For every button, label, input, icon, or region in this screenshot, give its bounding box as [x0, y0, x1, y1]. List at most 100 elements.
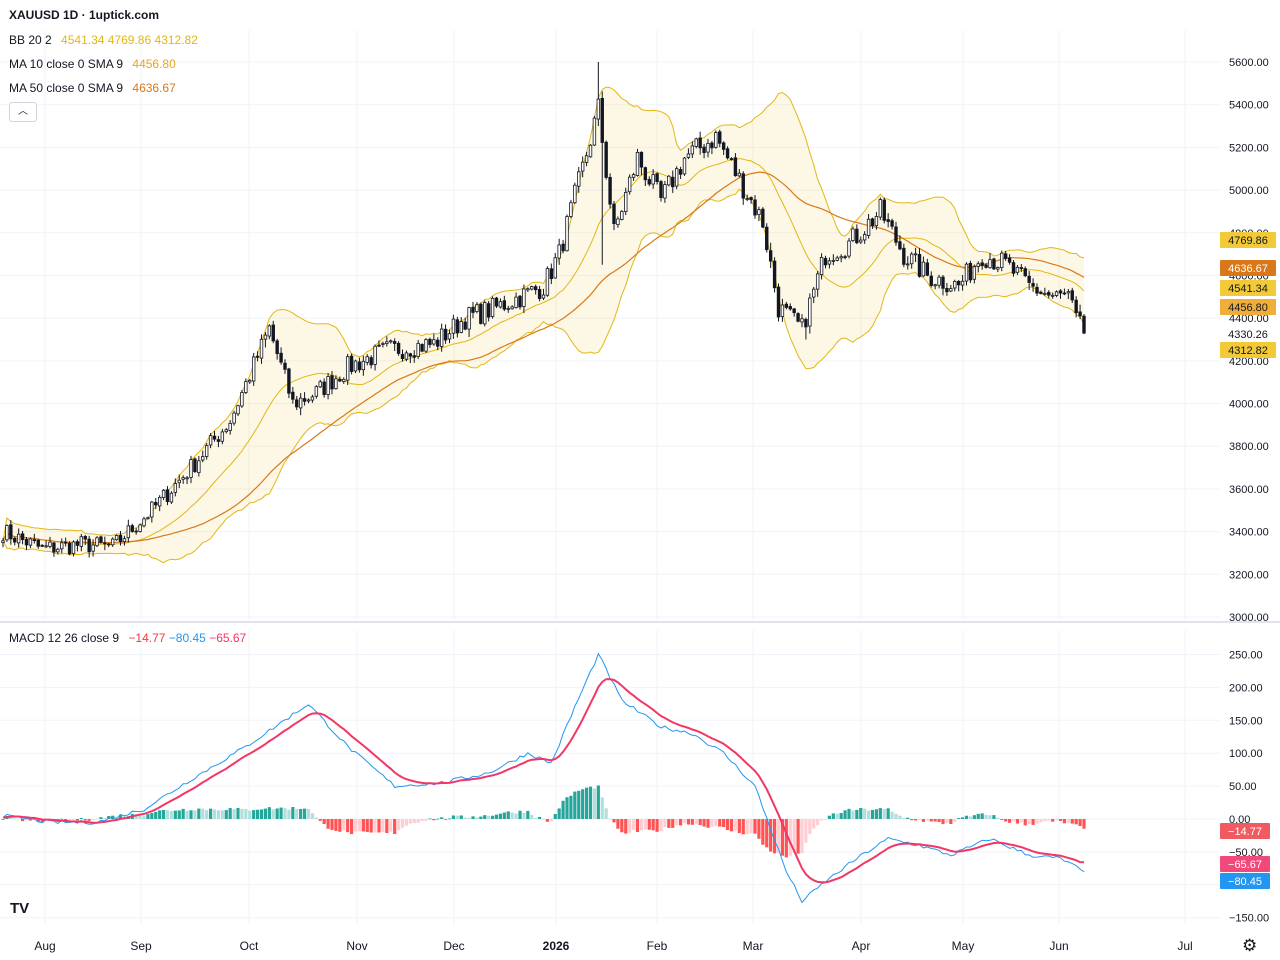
candle-body	[228, 422, 232, 431]
candle-body	[569, 202, 573, 217]
candle-body	[486, 303, 491, 318]
macd-hist-bar	[1019, 819, 1023, 823]
ma50-legend[interactable]: MA 50 close 0 SMA 9 4636.67	[9, 81, 176, 95]
macd-hist-bar	[416, 819, 420, 823]
candle-body	[800, 318, 804, 323]
gear-icon[interactable]: ⚙	[1242, 936, 1258, 955]
macd-hist-bar	[992, 815, 996, 819]
candle-body	[819, 256, 824, 276]
candle-body	[894, 226, 898, 243]
candle-body	[992, 258, 996, 270]
macd-hist-bar	[643, 819, 647, 830]
macd-hist-bar	[181, 808, 185, 819]
macd-hist-bar	[624, 819, 628, 834]
macd-hist-bar	[177, 810, 181, 819]
candle-body	[776, 286, 781, 318]
price-tick-label: 3800.00	[1229, 441, 1269, 453]
macd-legend[interactable]: MACD 12 26 close 9 −14.77 −80.45 −65.67	[9, 631, 246, 645]
price-tag: 4312.82	[1220, 342, 1276, 358]
bb-legend[interactable]: BB 20 2 4541.34 4769.86 4312.82	[9, 33, 198, 47]
macd-hist-bar	[718, 819, 722, 827]
tradingview-logo[interactable]: TV	[10, 900, 30, 917]
price-tag-text: 4456.80	[1228, 302, 1268, 314]
macd-hist-bar	[161, 809, 166, 819]
candle-body	[134, 530, 138, 533]
candle-body	[890, 220, 894, 227]
candle-body	[1058, 290, 1063, 294]
time-tick-label: Sep	[130, 939, 152, 953]
candle-body	[204, 445, 209, 457]
candle-body	[385, 341, 389, 345]
candle-body	[1011, 262, 1016, 274]
ma10-legend-label: MA 10 close 0 SMA 9	[9, 57, 124, 71]
macd-hist-bar	[244, 809, 248, 819]
candle-body	[20, 533, 25, 540]
candle-body	[859, 239, 863, 243]
macd-tag-text: −80.45	[1228, 876, 1262, 888]
ma10-legend[interactable]: MA 10 close 0 SMA 9 4456.80	[9, 57, 176, 71]
candle-body	[436, 339, 440, 347]
candle-body	[937, 276, 941, 286]
candle-body	[886, 219, 890, 222]
candle-body	[83, 536, 87, 540]
candle-body	[1050, 294, 1055, 297]
candle-body	[1047, 292, 1051, 296]
ma50-line	[2, 171, 1085, 544]
candle-body	[600, 98, 604, 143]
candle-body	[87, 538, 91, 553]
candle-body	[686, 153, 691, 158]
macd-hist-bar	[678, 819, 683, 826]
candle-body	[95, 537, 99, 547]
candle-body	[298, 397, 303, 409]
macd-hist-bar	[459, 815, 463, 819]
macd-tick-label: 150.00	[1229, 715, 1263, 727]
candle-body	[107, 543, 111, 546]
macd-signal-value: −65.67	[209, 631, 247, 645]
candle-body	[651, 174, 655, 185]
macd-hist-bar	[275, 808, 279, 819]
macd-hist-bar	[690, 819, 694, 825]
macd-hist-bar	[706, 819, 710, 828]
macd-hist-bar	[937, 819, 941, 823]
macd-hist-value: −14.77	[128, 631, 166, 645]
macd-hist-bar	[373, 819, 377, 833]
candle-body	[275, 340, 279, 355]
macd-hist-bar	[381, 819, 385, 832]
bb-legend-label: BB 20 2	[9, 33, 52, 47]
candle-body	[400, 354, 405, 360]
macd-hist-bar	[154, 811, 158, 819]
macd-hist-bar	[75, 819, 80, 821]
macd-hist-bar	[440, 817, 444, 819]
candle-body	[761, 208, 765, 228]
ma50-legend-label: MA 50 close 0 SMA 9	[9, 81, 124, 95]
macd-hist-bar	[839, 812, 843, 819]
macd-hist-bar	[534, 817, 538, 819]
time-tick-label: Oct	[240, 939, 259, 953]
macd-hist-bar	[1074, 819, 1078, 825]
macd-hist-bar	[639, 819, 644, 831]
macd-hist-bar	[757, 819, 761, 839]
macd-hist-bar	[60, 818, 64, 820]
macd-hist-bar	[291, 807, 295, 819]
macd-hist-bar	[240, 808, 244, 819]
macd-hist-bar	[988, 815, 992, 819]
candle-body	[737, 172, 742, 177]
macd-hist-bar	[479, 816, 483, 819]
macd-hist-bar	[796, 819, 800, 854]
macd-hist-bar	[745, 819, 749, 835]
candle-body	[146, 517, 150, 520]
macd-hist-bar	[150, 813, 154, 819]
chevron-up-icon[interactable]: ︿	[9, 102, 37, 122]
time-tick-label: Feb	[647, 939, 668, 953]
macd-hist-bar	[616, 819, 620, 829]
candle-body	[220, 431, 225, 442]
candle-body	[902, 247, 906, 265]
candle-body	[682, 157, 687, 175]
candle-body	[655, 173, 659, 182]
macd-hist-bar	[1027, 819, 1031, 825]
candle-body	[1062, 292, 1067, 295]
macd-hist-bar	[228, 808, 232, 819]
candle-body	[443, 328, 448, 341]
candle-body	[671, 176, 675, 188]
